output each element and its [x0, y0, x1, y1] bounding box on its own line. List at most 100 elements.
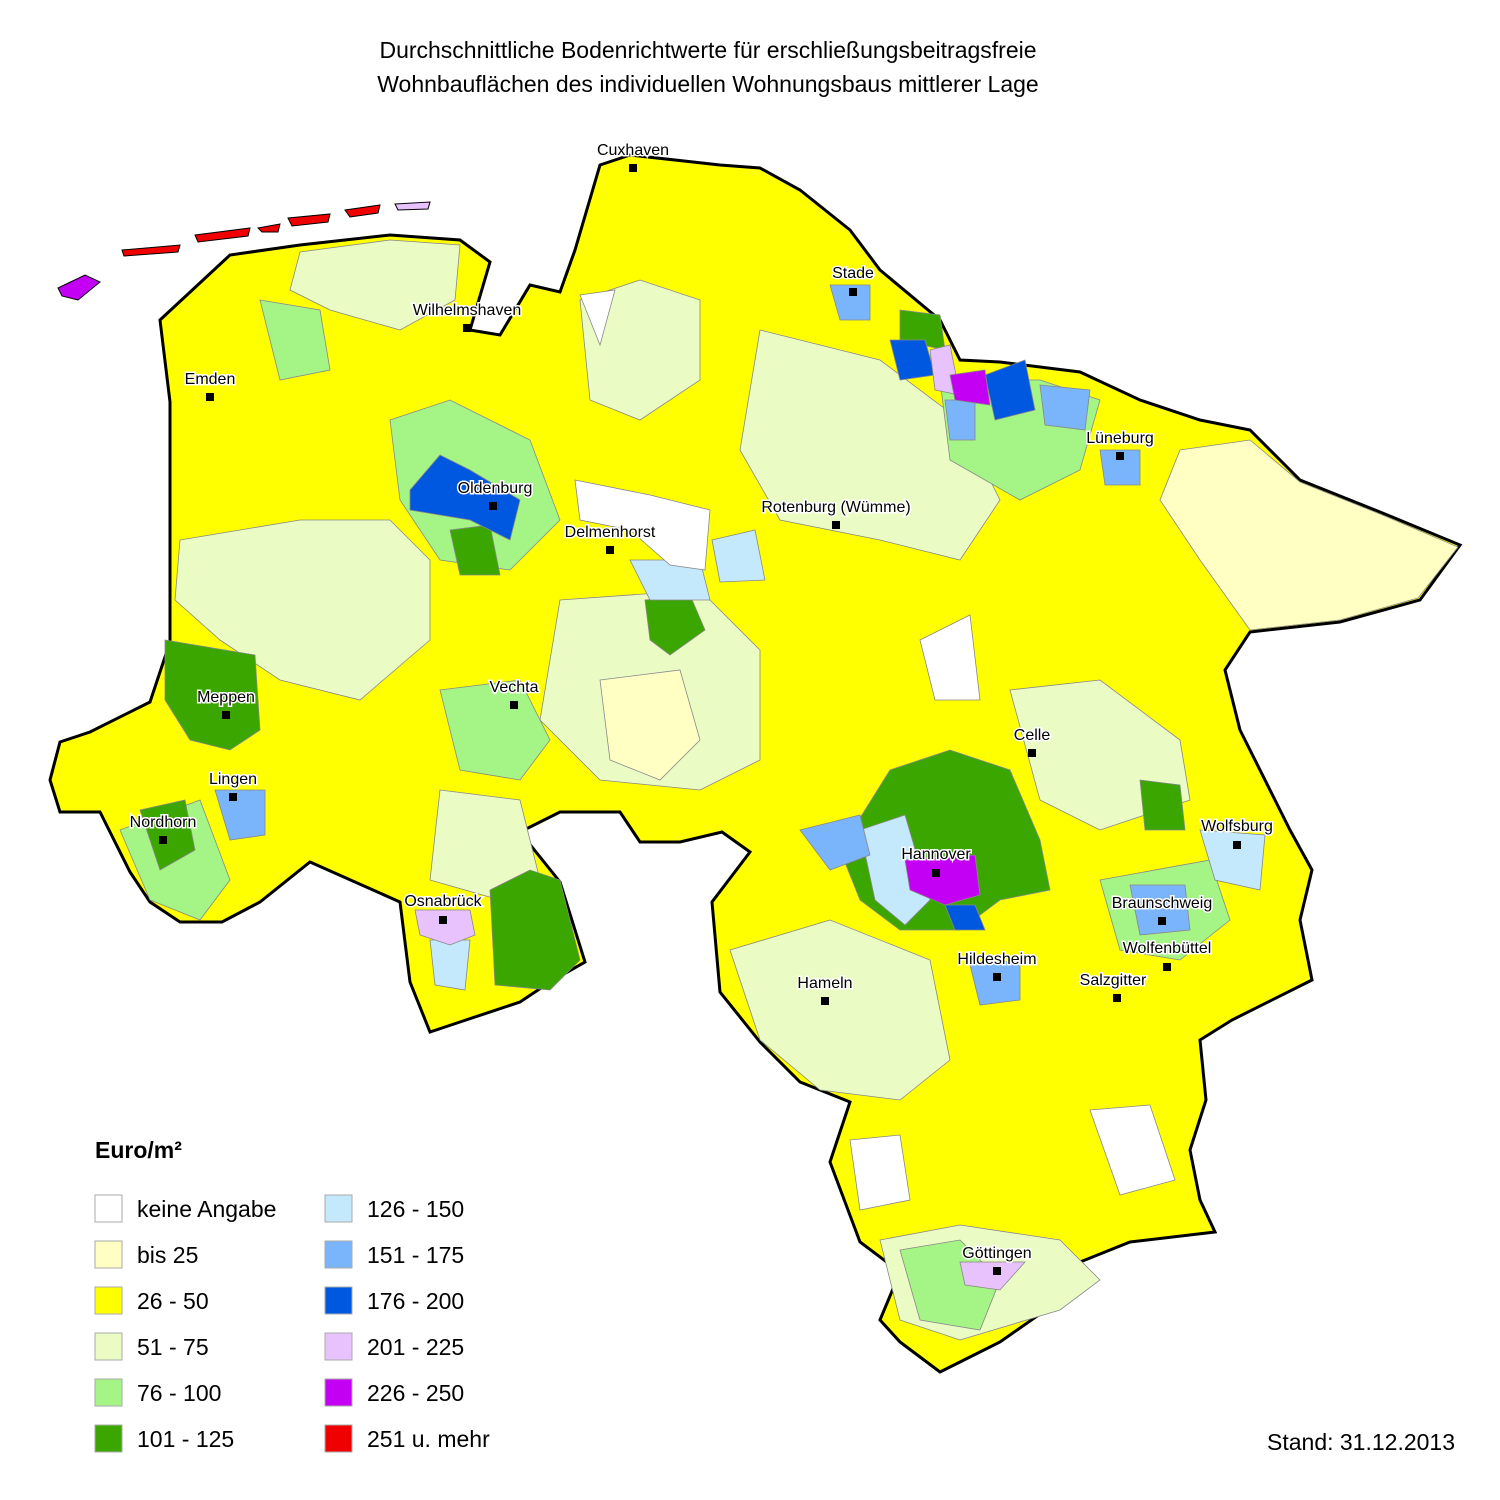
island: [256, 223, 281, 233]
legend-label: 201 - 225: [367, 1334, 464, 1360]
legend-label: bis 25: [137, 1242, 198, 1268]
region: [409, 454, 521, 541]
city-marker: [463, 324, 471, 332]
legend-swatch: [94, 1286, 123, 1315]
city-label: Osnabrück: [404, 893, 482, 910]
region: [1089, 1104, 1176, 1196]
legend-swatch: [324, 1240, 353, 1269]
region: [919, 614, 981, 701]
legend-label: 251 u. mehr: [367, 1426, 490, 1452]
title-line: Durchschnittliche Bodenrichtwerte für er…: [379, 37, 1036, 63]
title-line: Wohnbauflächen des individuellen Wohnung…: [377, 71, 1038, 97]
state-outline: [48, 153, 1463, 1374]
region: [164, 639, 261, 751]
city-label: Hameln: [797, 975, 852, 992]
legend-swatch: [94, 1240, 123, 1269]
region: [904, 854, 981, 906]
city-marker: [229, 793, 237, 801]
region: [944, 904, 986, 931]
city-marker: [821, 997, 829, 1005]
island: [57, 274, 101, 301]
city-marker: [222, 711, 230, 719]
region: [829, 284, 871, 321]
island: [121, 244, 181, 257]
city-label: Meppen: [197, 689, 255, 706]
city-marker: [606, 546, 614, 554]
island: [344, 204, 381, 218]
region: [959, 1261, 1026, 1291]
region: [489, 869, 581, 991]
city-label: Nordhorn: [130, 814, 197, 831]
region: [739, 329, 1001, 561]
city-marker: [1233, 841, 1241, 849]
region: [969, 959, 1021, 1006]
region: [1099, 449, 1141, 486]
regions: [48, 153, 1463, 1374]
legend-label: 226 - 250: [367, 1380, 464, 1406]
region: [579, 279, 701, 421]
city-marker: [1163, 963, 1171, 971]
city-marker: [439, 916, 447, 924]
region: [1039, 384, 1091, 431]
region: [849, 1134, 911, 1211]
region: [949, 369, 991, 406]
region: [414, 909, 476, 946]
legend-label: 126 - 150: [367, 1196, 464, 1222]
city-marker: [993, 1267, 1001, 1275]
region: [1129, 884, 1191, 936]
legend-label: 51 - 75: [137, 1334, 209, 1360]
stand-date: Stand: 31.12.2013: [1267, 1429, 1455, 1455]
island: [394, 201, 431, 211]
region: [139, 799, 196, 871]
legend-swatch: [94, 1332, 123, 1361]
region: [711, 529, 766, 583]
region: [729, 919, 951, 1101]
region: [799, 814, 871, 871]
legend-swatch: [324, 1332, 353, 1361]
city-marker: [993, 973, 1001, 981]
city-marker: [510, 701, 518, 709]
city-label: Göttingen: [962, 1245, 1031, 1262]
region: [429, 939, 471, 991]
city-label: Vechta: [490, 679, 539, 696]
legend-swatch: [94, 1378, 123, 1407]
region: [439, 679, 551, 781]
city-label: Cuxhaven: [597, 142, 669, 159]
city-label: Lüneburg: [1086, 430, 1154, 447]
region: [984, 359, 1036, 421]
region: [579, 289, 616, 347]
region: [1159, 439, 1459, 631]
city-label: Salzgitter: [1080, 972, 1147, 989]
region: [599, 669, 701, 781]
city-label: Celle: [1014, 727, 1051, 744]
city-marker: [629, 164, 637, 172]
legend-swatch: [324, 1378, 353, 1407]
city-marker: [849, 288, 857, 296]
legend-label: 26 - 50: [137, 1288, 209, 1314]
city-label: Wolfenbüttel: [1123, 940, 1212, 957]
region: [859, 814, 931, 926]
city-labels: Cuxhaven Stade Wilhelmshaven Emden Lüneburg O…: [128, 141, 1274, 1275]
region: [1199, 829, 1266, 891]
region: [1139, 779, 1186, 831]
legend-label: 151 - 175: [367, 1242, 464, 1268]
region: [449, 524, 501, 576]
city-label: Braunschweig: [1112, 895, 1213, 912]
city-label: Emden: [185, 371, 236, 388]
legend-swatch: [324, 1286, 353, 1315]
region: [944, 399, 976, 441]
city-marker: [832, 521, 840, 529]
region: [259, 299, 331, 381]
legend-title: Euro/m²: [95, 1137, 182, 1163]
legend-label: 101 - 125: [137, 1426, 234, 1452]
city-label: Hildesheim: [957, 951, 1036, 968]
legend-swatch: [94, 1194, 123, 1223]
legend: keine Angabe bis 25 26 - 50 51 - 75 76 - 100…: [94, 1194, 490, 1453]
island: [287, 213, 331, 227]
legend-swatch: [324, 1194, 353, 1223]
city-marker: [159, 836, 167, 844]
legend-label: 176 - 200: [367, 1288, 464, 1314]
legend-label: 76 - 100: [137, 1380, 221, 1406]
legend-swatch: [324, 1424, 353, 1453]
